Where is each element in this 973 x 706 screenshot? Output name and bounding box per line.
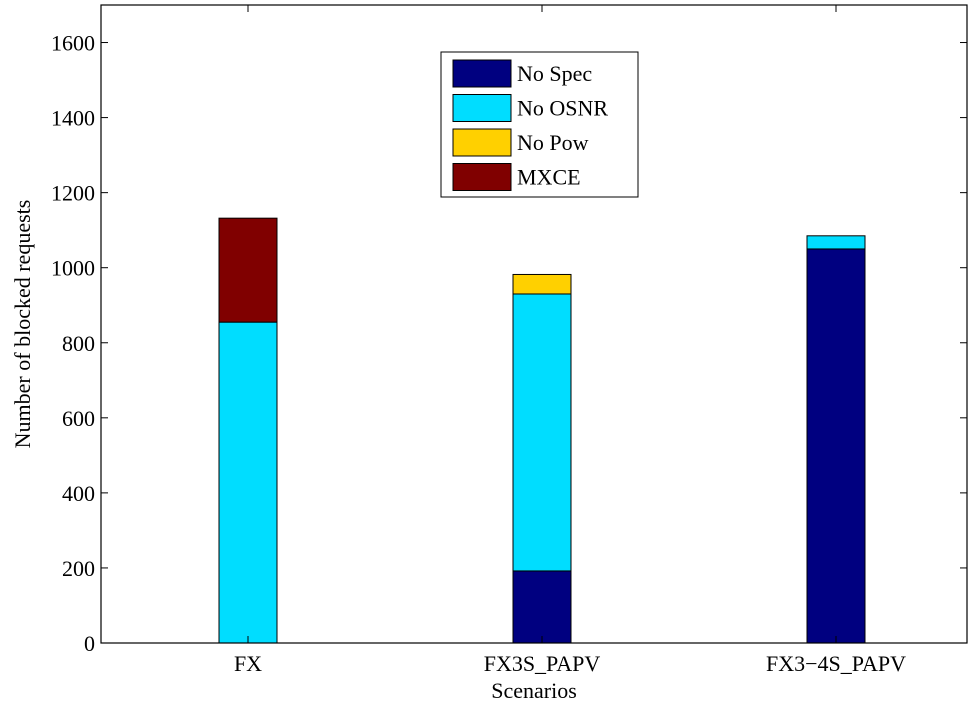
x-tick-label-2: FX3S_PAPV	[484, 651, 601, 676]
bar-segment-4-1	[218, 217, 278, 323]
bars	[218, 217, 866, 644]
y-tick-label-1000: 1000	[51, 256, 95, 281]
y-tick-label-1600: 1600	[51, 31, 95, 56]
y-tick-label-0: 0	[84, 631, 95, 656]
y-tick-label-200: 200	[62, 556, 95, 581]
legend: No Spec No OSNR No Pow MXCE	[440, 51, 639, 198]
bar-segment-2-2	[512, 293, 572, 572]
bar-segment-1-3	[806, 248, 866, 644]
legend-swatch-2	[452, 94, 512, 122]
x-tick-labels: FX FX3S_PAPV FX3−4S_PAPV	[234, 651, 906, 676]
y-tick-labels: 0 200 400 600 800 1000 1200 1400 1600	[51, 31, 95, 656]
y-tick-label-600: 600	[62, 406, 95, 431]
x-tick-label-1: FX	[234, 651, 262, 676]
y-tick-label-1400: 1400	[51, 106, 95, 131]
y-tick-label-1200: 1200	[51, 181, 95, 206]
plot-frame	[100, 4, 968, 644]
bar-segment-1-2	[512, 570, 572, 644]
legend-swatch-4	[452, 163, 512, 191]
bar-segment-3-2	[512, 273, 572, 295]
axis-ticks	[101, 5, 967, 644]
bar-segment-2-1	[218, 321, 278, 644]
legend-label-4: MXCE	[517, 165, 581, 190]
y-axis-label: Number of blocked requests	[10, 200, 35, 449]
x-tick-label-3: FX3−4S_PAPV	[766, 651, 906, 676]
y-tick-label-800: 800	[62, 331, 95, 356]
bar-segment-2-3	[806, 235, 866, 250]
y-tick-label-400: 400	[62, 481, 95, 506]
legend-label-1: No Spec	[517, 61, 592, 86]
x-axis-label: Scenarios	[491, 678, 577, 703]
legend-swatch-3	[452, 128, 512, 157]
legend-swatch-1	[452, 59, 512, 88]
legend-label-2: No OSNR	[517, 96, 608, 121]
legend-label-3: No Pow	[517, 130, 589, 155]
